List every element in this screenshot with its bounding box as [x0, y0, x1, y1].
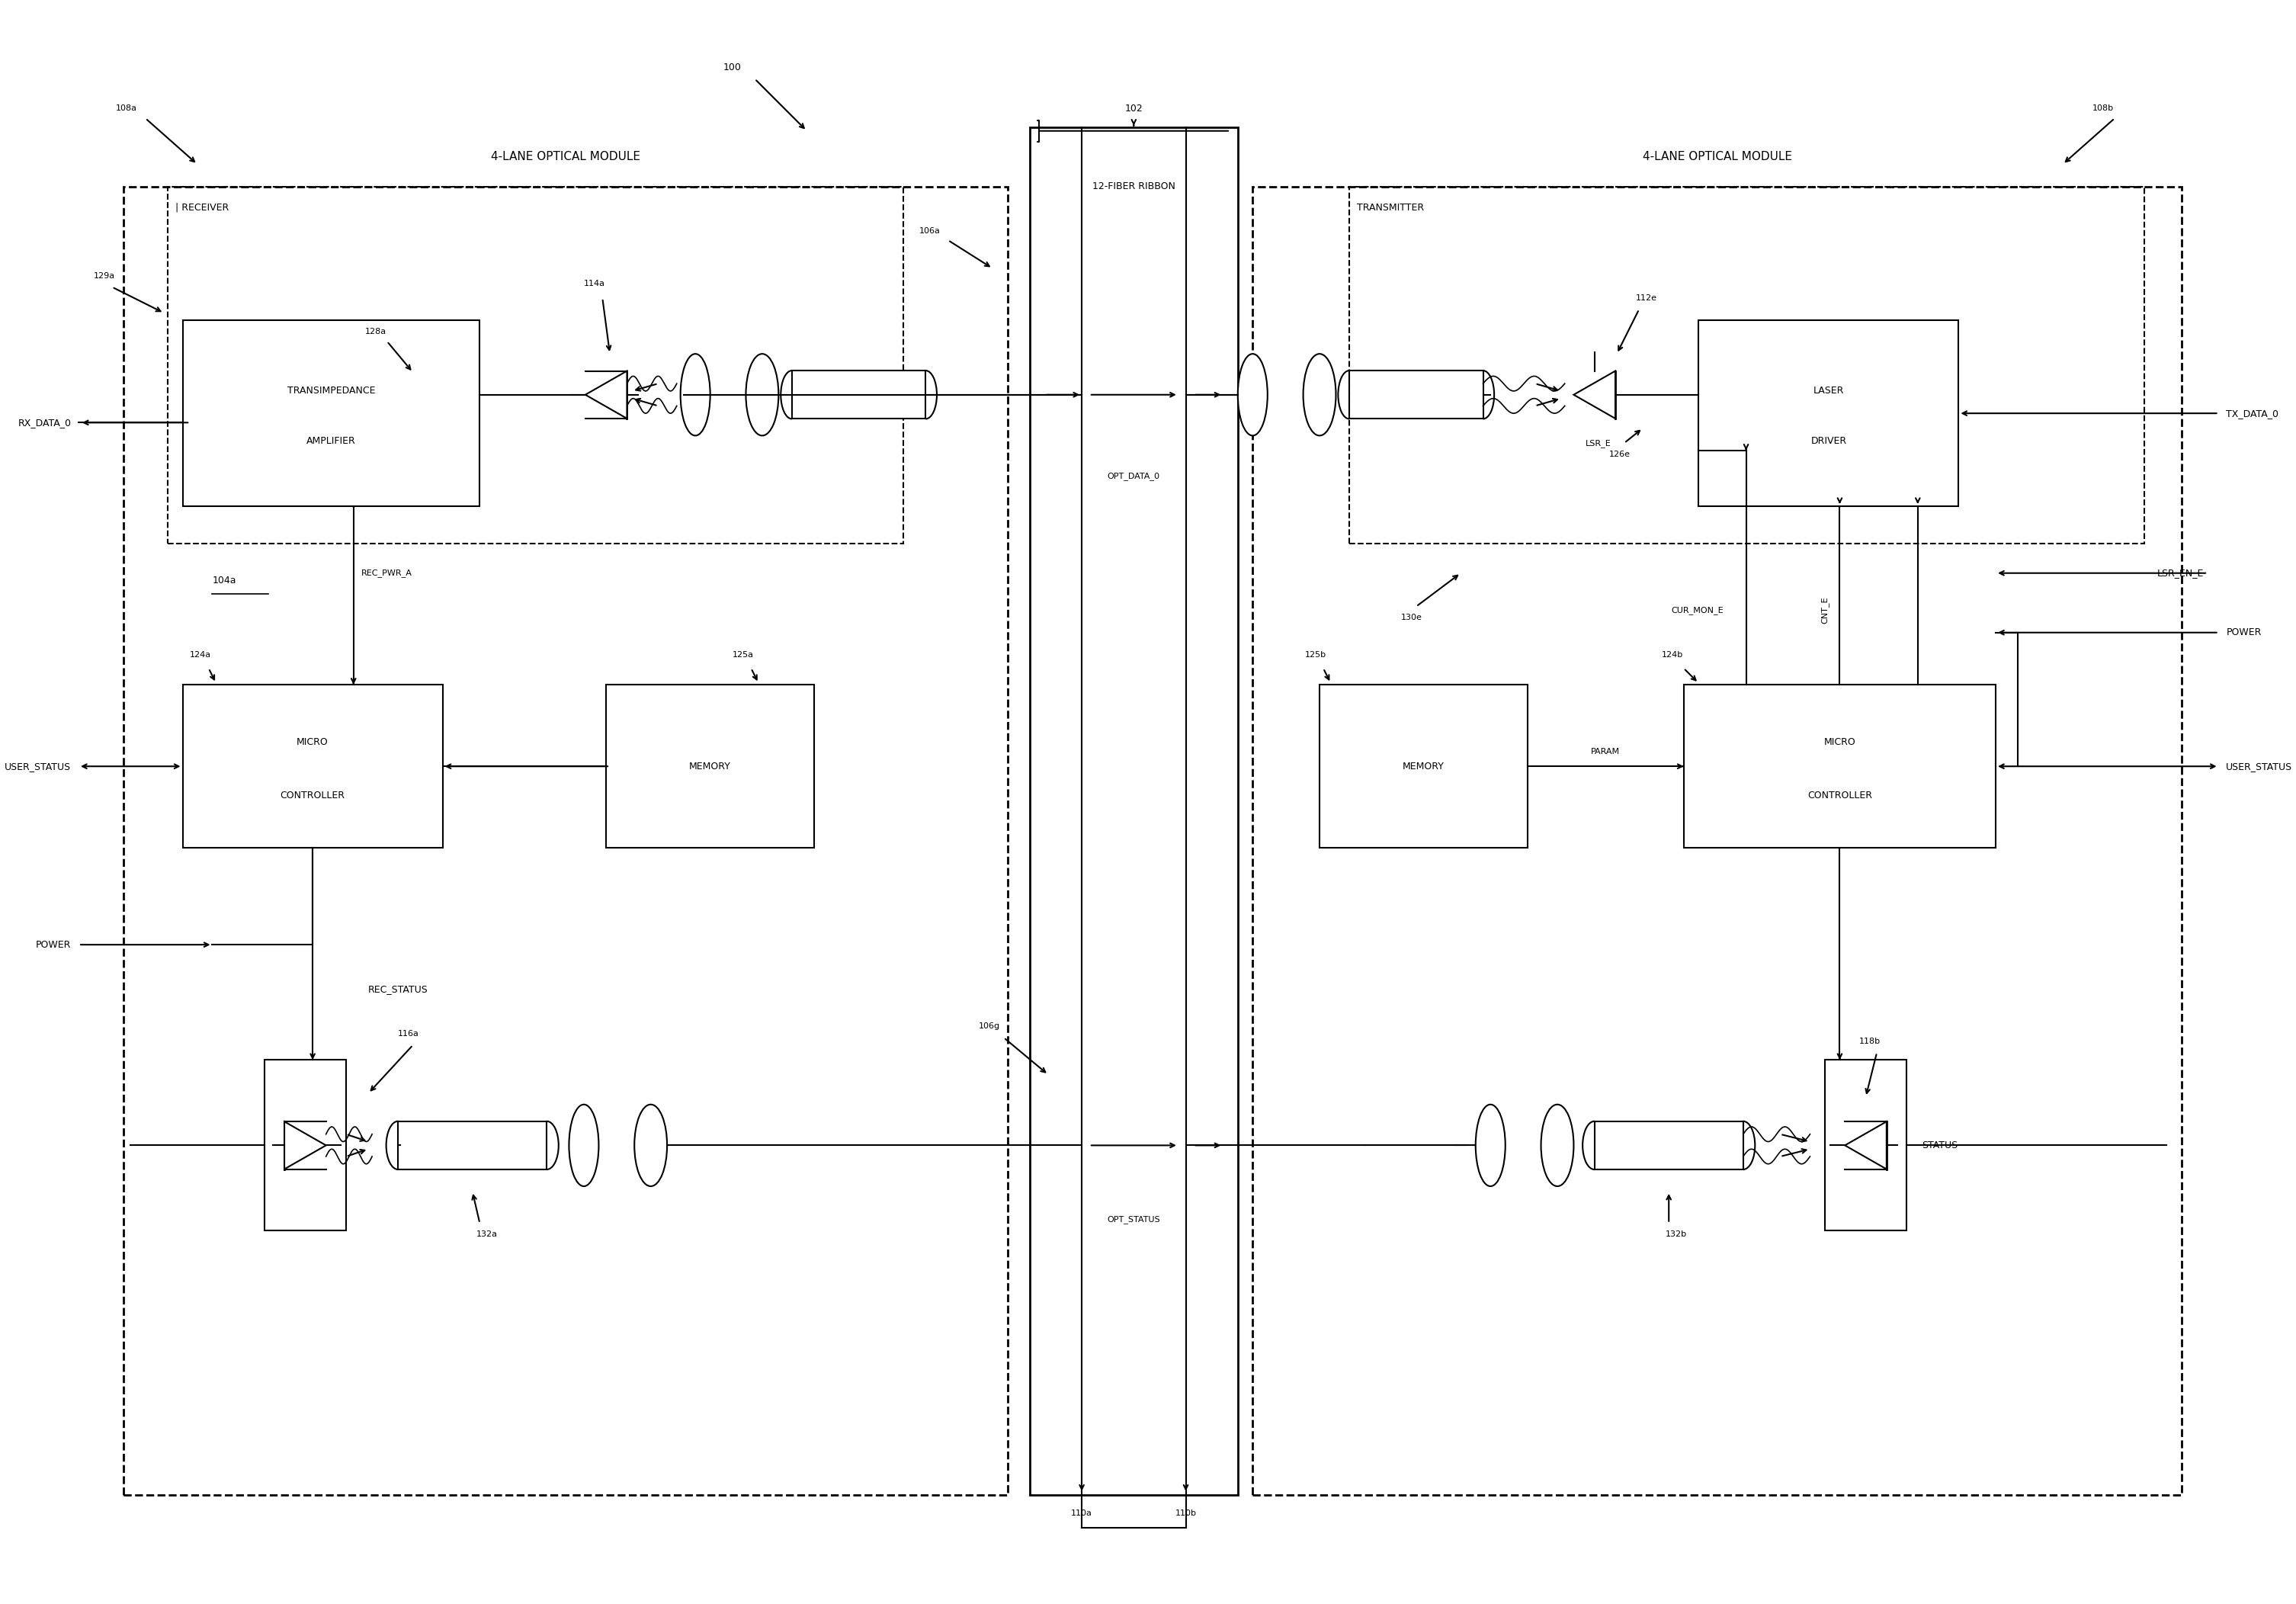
- Text: MEMORY: MEMORY: [689, 762, 730, 772]
- Text: 4-LANE OPTICAL MODULE: 4-LANE OPTICAL MODULE: [1642, 151, 1791, 162]
- Ellipse shape: [1238, 354, 1267, 436]
- Text: REC_PWR_A: REC_PWR_A: [360, 569, 411, 577]
- Ellipse shape: [746, 354, 778, 436]
- Text: MICRO: MICRO: [296, 736, 328, 747]
- Text: 118b: 118b: [1860, 1038, 1880, 1046]
- Bar: [397, 1121, 546, 1169]
- Bar: [264, 1060, 347, 1230]
- Bar: [1029, 127, 1238, 1495]
- Text: 102: 102: [1125, 104, 1143, 114]
- Bar: [184, 321, 480, 507]
- Text: RX_DATA_0: RX_DATA_0: [18, 417, 71, 428]
- Bar: [1350, 186, 2144, 544]
- Text: CUR_MON_E: CUR_MON_E: [1671, 606, 1724, 614]
- Text: 130e: 130e: [1401, 614, 1424, 621]
- Bar: [1320, 685, 1527, 849]
- Bar: [1699, 321, 1958, 507]
- Text: AMPLIFIER: AMPLIFIER: [305, 436, 356, 446]
- Bar: [1683, 685, 1995, 849]
- Text: LASER: LASER: [1814, 387, 1844, 396]
- Ellipse shape: [1476, 1105, 1506, 1187]
- Text: 132a: 132a: [478, 1230, 498, 1238]
- Polygon shape: [285, 1121, 326, 1169]
- Text: 126e: 126e: [1609, 451, 1630, 459]
- Text: DRIVER: DRIVER: [1812, 436, 1846, 446]
- Text: CONTROLLER: CONTROLLER: [280, 791, 344, 800]
- Text: 110a: 110a: [1072, 1509, 1093, 1517]
- Bar: [1254, 186, 2181, 1495]
- Bar: [792, 371, 925, 419]
- Bar: [1350, 371, 1483, 419]
- Text: 124b: 124b: [1662, 651, 1683, 659]
- Text: 104a: 104a: [211, 576, 236, 585]
- Bar: [1593, 1121, 1743, 1169]
- Text: TX_DATA_0: TX_DATA_0: [2227, 409, 2278, 419]
- Text: 4-LANE OPTICAL MODULE: 4-LANE OPTICAL MODULE: [491, 151, 641, 162]
- Text: STATUS: STATUS: [1922, 1140, 1958, 1150]
- Text: | RECEIVER: | RECEIVER: [174, 202, 230, 212]
- Text: POWER: POWER: [2227, 627, 2262, 637]
- Text: PARAM: PARAM: [1591, 747, 1621, 755]
- Text: 106a: 106a: [918, 228, 941, 236]
- Ellipse shape: [1541, 1105, 1573, 1187]
- Bar: [168, 186, 902, 544]
- Text: MEMORY: MEMORY: [1403, 762, 1444, 772]
- Text: 114a: 114a: [583, 279, 606, 287]
- Polygon shape: [1573, 371, 1616, 419]
- Bar: [1825, 1060, 1906, 1230]
- Text: 108b: 108b: [2092, 104, 2115, 112]
- Text: USER_STATUS: USER_STATUS: [2227, 762, 2294, 772]
- Ellipse shape: [569, 1105, 599, 1187]
- Polygon shape: [1846, 1121, 1887, 1169]
- Ellipse shape: [1304, 354, 1336, 436]
- Text: 108a: 108a: [115, 104, 138, 112]
- Text: 125b: 125b: [1304, 651, 1327, 659]
- Text: USER_STATUS: USER_STATUS: [5, 762, 71, 772]
- Text: TRANSMITTER: TRANSMITTER: [1357, 202, 1424, 212]
- Text: 125a: 125a: [732, 651, 753, 659]
- Text: OPT_STATUS: OPT_STATUS: [1107, 1216, 1159, 1224]
- Text: CONTROLLER: CONTROLLER: [1807, 791, 1871, 800]
- Text: 112e: 112e: [1635, 294, 1658, 302]
- Text: OPT_DATA_0: OPT_DATA_0: [1107, 472, 1159, 481]
- Text: POWER: POWER: [37, 940, 71, 950]
- Text: LSR_E: LSR_E: [1584, 439, 1612, 448]
- Ellipse shape: [680, 354, 709, 436]
- Bar: [124, 186, 1008, 1495]
- Text: 116a: 116a: [397, 1030, 420, 1038]
- Text: 132b: 132b: [1665, 1230, 1688, 1238]
- Bar: [184, 685, 443, 849]
- Text: 129a: 129a: [94, 273, 115, 279]
- Bar: [606, 685, 815, 849]
- Text: LSR_EN_E: LSR_EN_E: [2156, 568, 2204, 577]
- Ellipse shape: [634, 1105, 668, 1187]
- Text: 12-FIBER RIBBON: 12-FIBER RIBBON: [1093, 181, 1176, 191]
- Text: 124a: 124a: [191, 651, 211, 659]
- Polygon shape: [585, 371, 627, 419]
- Text: 100: 100: [723, 63, 742, 72]
- Text: 106g: 106g: [978, 1023, 1001, 1030]
- Text: REC_STATUS: REC_STATUS: [367, 985, 427, 994]
- Text: 110b: 110b: [1176, 1509, 1196, 1517]
- Text: CNT_E: CNT_E: [1821, 597, 1830, 624]
- Text: MICRO: MICRO: [1823, 736, 1855, 747]
- Text: TRANSIMPEDANCE: TRANSIMPEDANCE: [287, 387, 374, 396]
- Text: 128a: 128a: [365, 327, 386, 335]
